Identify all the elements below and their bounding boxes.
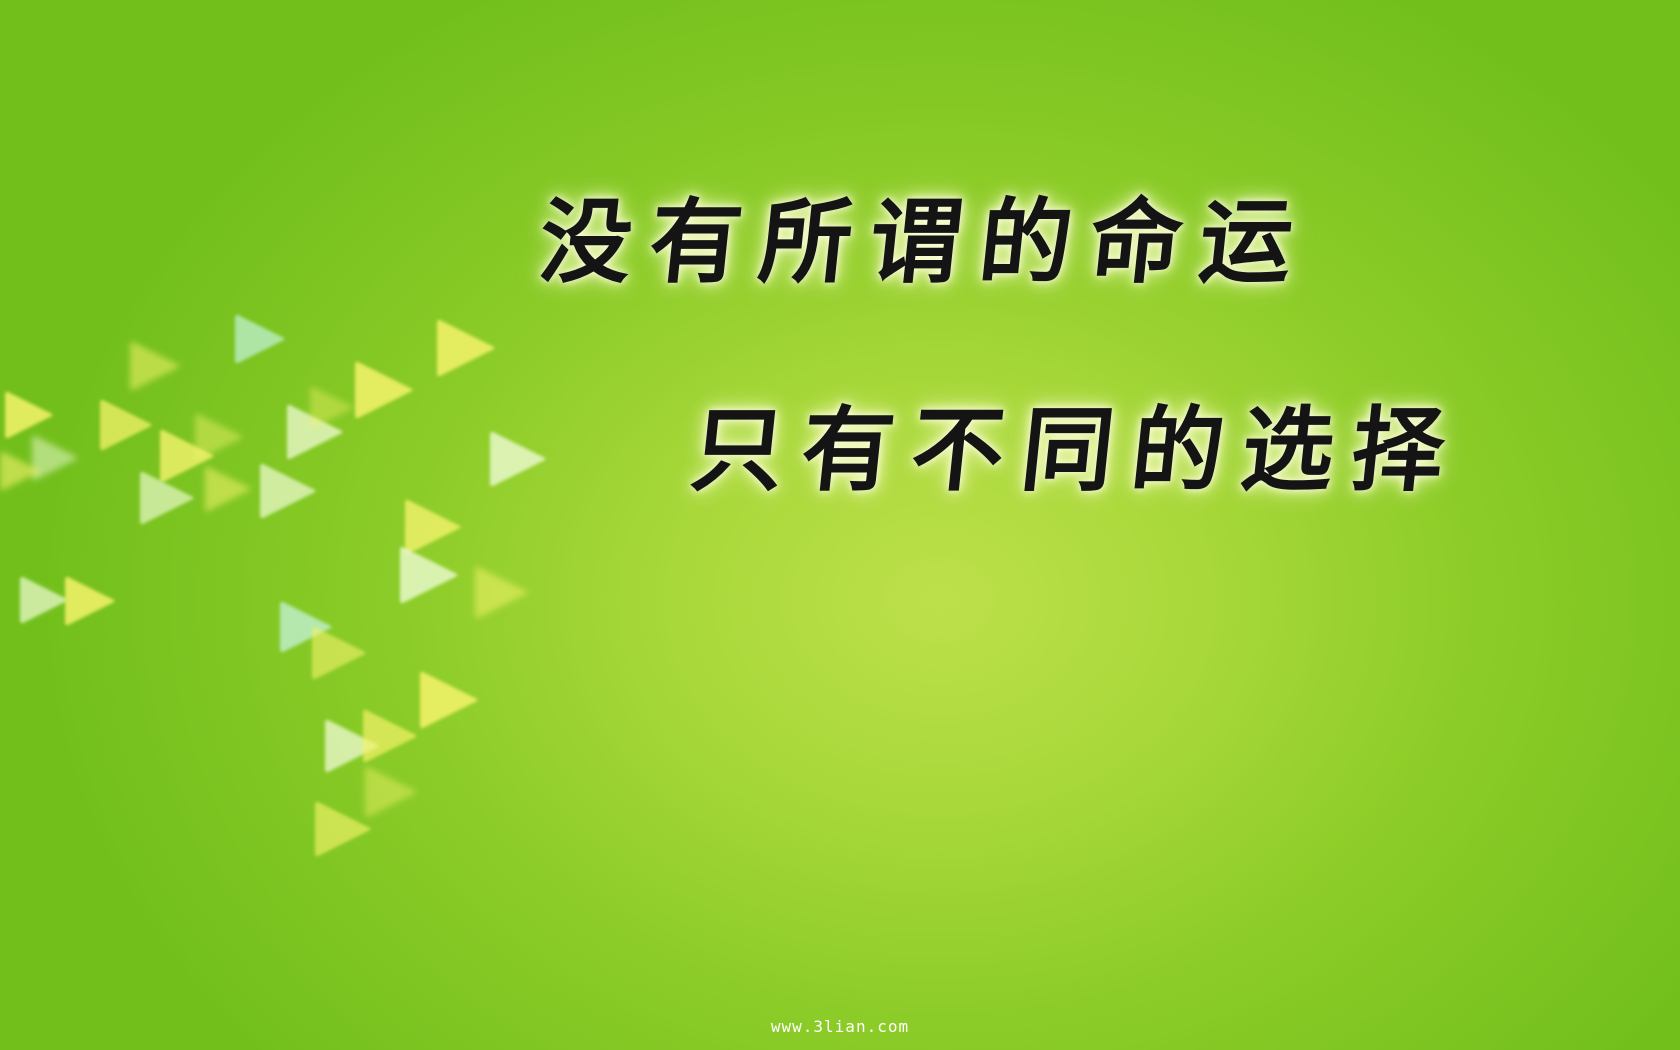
play-triangle-icon	[160, 429, 214, 483]
play-triangle-icon	[20, 576, 68, 624]
play-triangle-icon	[315, 801, 371, 857]
site-watermark: www.3lian.com	[770, 1017, 910, 1036]
play-triangle-icon	[490, 431, 546, 487]
play-triangle-icon	[355, 361, 413, 419]
play-triangle-icon	[100, 399, 152, 451]
play-triangle-icon	[195, 413, 243, 461]
play-triangle-icon	[312, 626, 366, 680]
play-triangle-icon	[400, 546, 458, 604]
play-triangle-icon	[310, 386, 353, 429]
play-triangle-icon	[437, 319, 495, 377]
play-triangle-icon	[205, 466, 251, 512]
quote-line-2: 只有不同的选择	[686, 396, 1468, 504]
play-triangle-icon	[235, 314, 285, 364]
play-triangle-icon	[475, 566, 528, 619]
play-triangle-icon	[363, 709, 417, 763]
play-triangle-icon	[280, 601, 332, 653]
play-triangle-icon	[405, 499, 461, 555]
play-triangle-icon	[325, 719, 379, 773]
play-triangle-icon	[260, 463, 316, 519]
quote-line-1: 没有所谓的命运	[534, 188, 1316, 296]
play-triangle-icon	[65, 576, 115, 626]
play-triangle-icon	[420, 671, 478, 729]
play-triangle-icon	[5, 391, 53, 439]
play-triangle-icon	[140, 471, 194, 525]
play-triangle-icon	[32, 435, 78, 481]
play-triangle-icon	[0, 451, 40, 491]
play-triangle-icon	[287, 404, 343, 460]
play-triangle-icon	[365, 766, 417, 818]
play-triangle-icon	[130, 341, 180, 391]
